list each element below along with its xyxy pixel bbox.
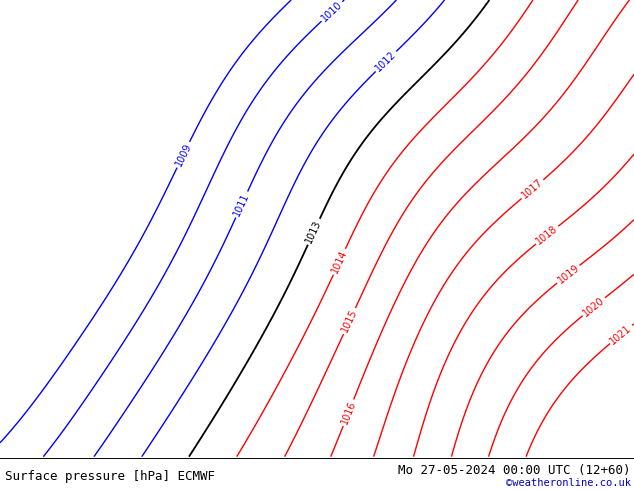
- Text: 1013: 1013: [304, 219, 323, 245]
- Text: 1021: 1021: [609, 323, 634, 346]
- Text: 1014: 1014: [330, 248, 349, 275]
- Text: ©weatheronline.co.uk: ©weatheronline.co.uk: [506, 478, 631, 489]
- Text: 1016: 1016: [339, 399, 358, 426]
- Text: 1012: 1012: [373, 49, 398, 74]
- Text: 1009: 1009: [174, 142, 193, 168]
- Text: 1015: 1015: [340, 308, 359, 334]
- Text: 1020: 1020: [581, 295, 607, 319]
- Text: 1010: 1010: [320, 0, 344, 24]
- Text: Mo 27-05-2024 00:00 UTC (12+60): Mo 27-05-2024 00:00 UTC (12+60): [398, 464, 631, 477]
- Text: Surface pressure [hPa] ECMWF: Surface pressure [hPa] ECMWF: [5, 469, 215, 483]
- Text: 1017: 1017: [520, 177, 545, 201]
- Text: 1018: 1018: [534, 223, 560, 246]
- Text: 1011: 1011: [232, 191, 251, 218]
- Text: 1019: 1019: [555, 263, 581, 286]
